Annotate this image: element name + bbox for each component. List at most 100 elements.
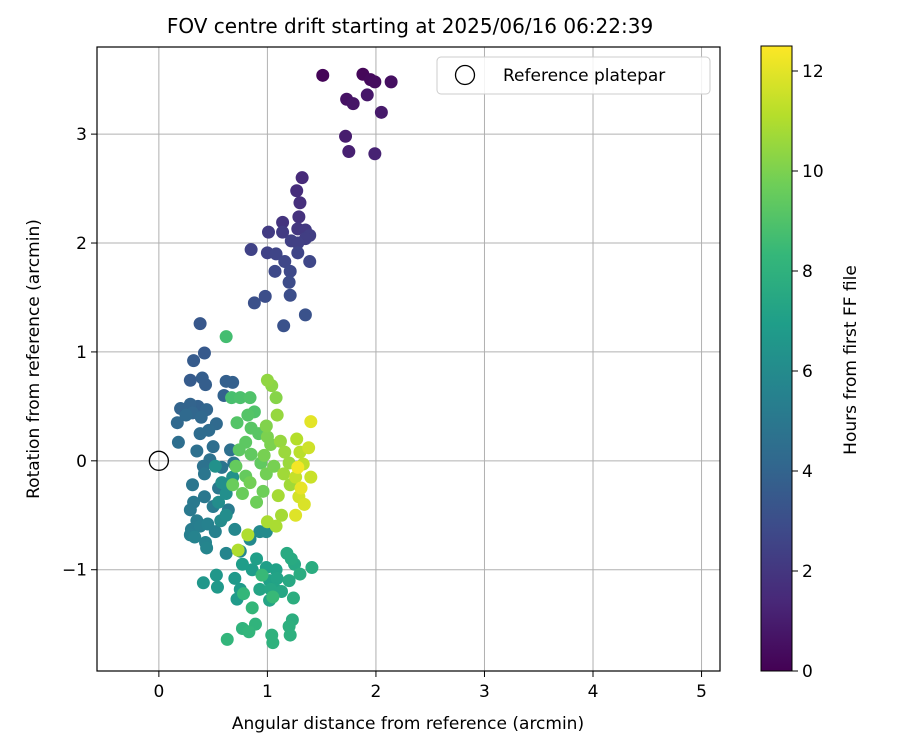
scatter-point	[374, 105, 388, 119]
scatter-point	[228, 522, 242, 536]
scatter-point	[250, 552, 264, 566]
scatter-point	[276, 215, 290, 229]
scatter-point	[267, 459, 281, 473]
scatter-point	[275, 508, 289, 522]
colorbar-ticks: 0 2 4 6 8 10 12	[792, 62, 824, 682]
scatter-point	[241, 408, 255, 422]
plot-frame	[96, 46, 721, 672]
scatter-point	[253, 582, 267, 596]
scatter-point	[243, 391, 257, 405]
scatter-point	[226, 375, 240, 389]
reference-marker-layer	[148, 450, 170, 471]
scatter-point	[194, 410, 208, 424]
scatter-point	[266, 590, 280, 604]
scatter-point	[292, 210, 306, 224]
scatter-point	[282, 275, 296, 289]
scatter-point	[232, 443, 246, 457]
scatter-point	[276, 225, 290, 239]
scatter-point	[231, 543, 245, 557]
scatter-point	[170, 416, 184, 430]
scatter-point	[193, 427, 207, 441]
scatter-point	[196, 576, 210, 590]
y-tick-label: −1	[62, 561, 87, 581]
colorbar-tick-label: 0	[802, 662, 813, 682]
scatter-point	[290, 184, 304, 198]
scatter-point	[259, 419, 273, 433]
scatter-point	[259, 525, 273, 539]
colorbar-tick-label: 10	[802, 162, 824, 182]
scatter-point	[199, 378, 213, 392]
colorbar-tick-label: 8	[802, 262, 813, 282]
scatter-point	[235, 557, 249, 571]
scatter-point	[269, 391, 283, 405]
scatter-point	[243, 476, 257, 490]
y-tick-label: 1	[76, 343, 87, 363]
colorbar	[760, 45, 793, 672]
scatter-point	[237, 587, 251, 601]
scatter-point	[257, 448, 271, 462]
scatter-point	[256, 484, 270, 498]
scatter-point	[277, 319, 291, 333]
reference-platepar-marker	[148, 450, 170, 471]
scatter-point	[316, 68, 330, 82]
scatter-point	[187, 354, 201, 368]
scatter-point	[384, 75, 398, 89]
scatter-point	[212, 495, 226, 509]
x-tick-label: 5	[696, 682, 707, 702]
scatter-point	[235, 486, 249, 500]
scatter-point	[278, 445, 292, 459]
scatter-point	[219, 330, 233, 344]
x-tick-label: 1	[262, 682, 273, 702]
scatter-point	[297, 497, 311, 511]
scatter-point	[190, 444, 204, 458]
scatter-point	[258, 289, 272, 303]
scatter-point	[250, 495, 264, 509]
scatter-point	[220, 632, 234, 646]
scatter-point	[346, 97, 360, 111]
legend: Reference platepar	[436, 56, 711, 95]
x-tick-label: 3	[479, 682, 490, 702]
x-tick-label: 2	[371, 682, 382, 702]
x-axis-ticks: 0 1 2 3 4 5	[153, 671, 707, 702]
scatter-point	[291, 236, 305, 250]
colorbar-tick-label: 4	[802, 462, 813, 482]
scatter-point	[293, 196, 307, 210]
y-tick-label: 3	[76, 125, 87, 145]
scatter-point	[294, 481, 308, 495]
scatter-point	[289, 508, 303, 522]
scatter-point	[283, 288, 297, 302]
scatter-point	[291, 246, 305, 260]
scatter-point	[245, 601, 259, 615]
scatter-point	[219, 546, 233, 560]
colorbar-tick-label: 6	[802, 362, 813, 382]
scatter-point	[360, 88, 374, 102]
y-axis-label: Rotation from reference (arcmin)	[24, 219, 44, 499]
scatter-point	[268, 264, 282, 278]
scatter-point	[244, 243, 258, 257]
scatter-point	[242, 625, 256, 639]
scatter-point	[271, 489, 285, 503]
colorbar-tick-label: 12	[802, 62, 824, 82]
scatter-point	[283, 628, 297, 642]
legend-open-circle-marker	[454, 64, 476, 86]
y-axis-ticks: −1 0 1 2 3	[62, 125, 97, 581]
scatter-point	[228, 571, 242, 585]
scatter-point	[206, 440, 220, 454]
scatter-point	[289, 470, 303, 484]
scatter-point	[261, 225, 275, 239]
scatter-point	[183, 373, 197, 387]
scatter-point	[210, 580, 224, 594]
chart-title: FOV centre drift starting at 2025/06/16 …	[167, 14, 653, 38]
scatter-point	[286, 591, 300, 605]
scatter-point	[270, 571, 284, 585]
scatter-point	[283, 264, 297, 278]
scatter-point	[269, 519, 283, 533]
data-points	[170, 67, 398, 650]
x-axis-label: Angular distance from reference (arcmin)	[232, 714, 584, 734]
scatter-point	[197, 346, 211, 360]
scatter-point	[241, 528, 255, 542]
scatter-point	[197, 490, 211, 504]
scatter-point	[280, 546, 294, 560]
scatter-point	[305, 561, 319, 575]
scatter-point	[273, 434, 287, 448]
